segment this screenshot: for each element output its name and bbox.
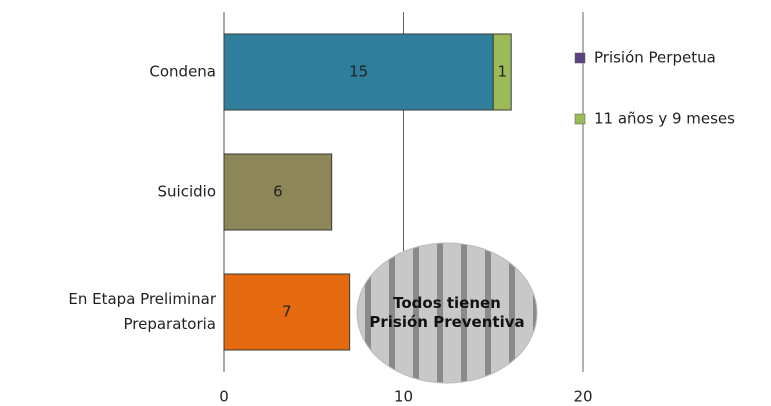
x-tick-label: 10 <box>394 388 413 406</box>
data-label: 6 <box>273 183 283 201</box>
chart: 0 10 20 15 1 6 7 Prisión Perpetua 11 años y 9 me… <box>0 0 771 406</box>
annotation: Todos tienen Prisión Preventiva <box>362 294 532 332</box>
prison-bar <box>533 240 539 390</box>
legend-label: Prisión Perpetua <box>594 49 716 67</box>
x-tick-label: 0 <box>219 388 229 406</box>
legend-swatch <box>575 53 585 63</box>
legend-swatch <box>575 114 585 124</box>
y-tick-label: Condena <box>16 60 216 85</box>
x-tick-label: 20 <box>573 388 592 406</box>
y-tick-label: Suicidio <box>16 180 216 205</box>
y-tick-label: En Etapa Preliminar Preparatoria <box>16 287 216 337</box>
data-label: 7 <box>282 303 292 321</box>
data-label: 1 <box>497 63 507 81</box>
data-label: 15 <box>349 63 368 81</box>
legend-label: 11 años y 9 meses <box>594 110 735 128</box>
